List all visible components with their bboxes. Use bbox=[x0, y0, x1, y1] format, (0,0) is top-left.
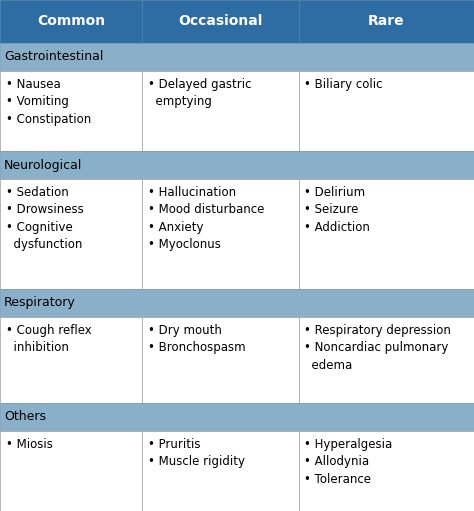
Bar bbox=[0, 431, 142, 511]
Text: • Delirium
• Seizure
• Addiction: • Delirium • Seizure • Addiction bbox=[304, 186, 370, 234]
Bar bbox=[0, 403, 474, 431]
Text: Rare: Rare bbox=[368, 14, 405, 28]
Bar bbox=[142, 317, 299, 403]
Bar bbox=[299, 0, 474, 42]
Text: Others: Others bbox=[4, 410, 46, 424]
Bar bbox=[142, 431, 299, 511]
Bar bbox=[0, 179, 142, 289]
Text: • Hallucination
• Mood disturbance
• Anxiety
• Myoclonus: • Hallucination • Mood disturbance • Anx… bbox=[148, 186, 264, 251]
Text: • Respiratory depression
• Noncardiac pulmonary
  edema: • Respiratory depression • Noncardiac pu… bbox=[304, 323, 451, 371]
Bar bbox=[0, 71, 142, 151]
Text: • Delayed gastric
  emptying: • Delayed gastric emptying bbox=[148, 78, 251, 108]
Text: • Biliary colic: • Biliary colic bbox=[304, 78, 383, 90]
Bar bbox=[0, 317, 142, 403]
Text: • Miosis: • Miosis bbox=[6, 438, 53, 451]
Bar bbox=[299, 317, 474, 403]
Text: Occasional: Occasional bbox=[178, 14, 263, 28]
Bar bbox=[0, 289, 474, 317]
Bar bbox=[299, 71, 474, 151]
Text: Neurological: Neurological bbox=[4, 158, 82, 172]
Bar bbox=[142, 71, 299, 151]
Bar bbox=[299, 431, 474, 511]
Text: • Sedation
• Drowsiness
• Cognitive
  dysfunction: • Sedation • Drowsiness • Cognitive dysf… bbox=[6, 186, 83, 251]
Text: • Pruritis
• Muscle rigidity: • Pruritis • Muscle rigidity bbox=[148, 438, 245, 468]
Bar bbox=[0, 0, 142, 42]
Bar bbox=[0, 42, 474, 71]
Bar bbox=[299, 179, 474, 289]
Bar bbox=[142, 179, 299, 289]
Text: • Dry mouth
• Bronchospasm: • Dry mouth • Bronchospasm bbox=[148, 323, 246, 354]
Text: • Nausea
• Vomiting
• Constipation: • Nausea • Vomiting • Constipation bbox=[6, 78, 91, 126]
Text: Respiratory: Respiratory bbox=[4, 296, 75, 309]
Text: • Hyperalgesia
• Allodynia
• Tolerance: • Hyperalgesia • Allodynia • Tolerance bbox=[304, 438, 392, 486]
Text: Common: Common bbox=[37, 14, 105, 28]
Text: Gastrointestinal: Gastrointestinal bbox=[4, 50, 103, 63]
Text: • Cough reflex
  inhibition: • Cough reflex inhibition bbox=[6, 323, 91, 354]
Bar bbox=[0, 151, 474, 179]
Bar bbox=[142, 0, 299, 42]
